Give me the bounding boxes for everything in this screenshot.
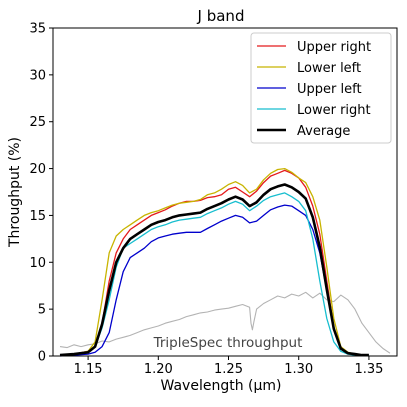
plot-series-group <box>59 167 391 357</box>
y-tick-label: 30 <box>29 68 46 83</box>
series-line-upper-left <box>59 204 369 357</box>
legend-label: Average <box>297 124 350 139</box>
series-line-lower-left <box>59 167 369 356</box>
y-tick-label: 25 <box>29 115 46 130</box>
x-tick-label: 1.35 <box>354 362 383 377</box>
x-tick-label: 1.20 <box>144 362 173 377</box>
legend: Upper right Lower left Upper left Lower rig… <box>250 32 392 144</box>
x-tick-label: 1.30 <box>284 362 313 377</box>
series-line-average <box>59 183 369 357</box>
y-tick-label: 5 <box>38 303 46 318</box>
x-axis: 1.15 1.20 1.25 1.30 1.35 <box>74 356 383 377</box>
legend-label: Lower right <box>297 103 371 118</box>
y-tick-label: 10 <box>29 256 46 271</box>
y-tick-label: 20 <box>29 162 46 177</box>
legend-label: Lower left <box>297 61 361 76</box>
plot-frame <box>52 27 398 357</box>
y-tick-label: 15 <box>29 209 46 224</box>
y-axis: 0 5 10 15 20 25 30 35 <box>29 22 53 365</box>
x-tick-label: 1.25 <box>214 362 243 377</box>
y-tick-label: 35 <box>29 22 46 37</box>
y-axis-label: Throughput (%) <box>7 137 23 248</box>
legend-label: Upper left <box>297 82 362 97</box>
y-tick-label: 0 <box>38 350 46 365</box>
legend-label: Upper right <box>297 40 371 55</box>
series-line-upper-right <box>59 169 369 356</box>
legend-box <box>250 32 392 144</box>
x-tick-label: 1.15 <box>74 362 103 377</box>
annotation-label: TripleSpec throughput <box>153 335 303 351</box>
x-axis-label: Wavelength (μm) <box>161 378 282 394</box>
chart-title: J band <box>197 7 245 25</box>
